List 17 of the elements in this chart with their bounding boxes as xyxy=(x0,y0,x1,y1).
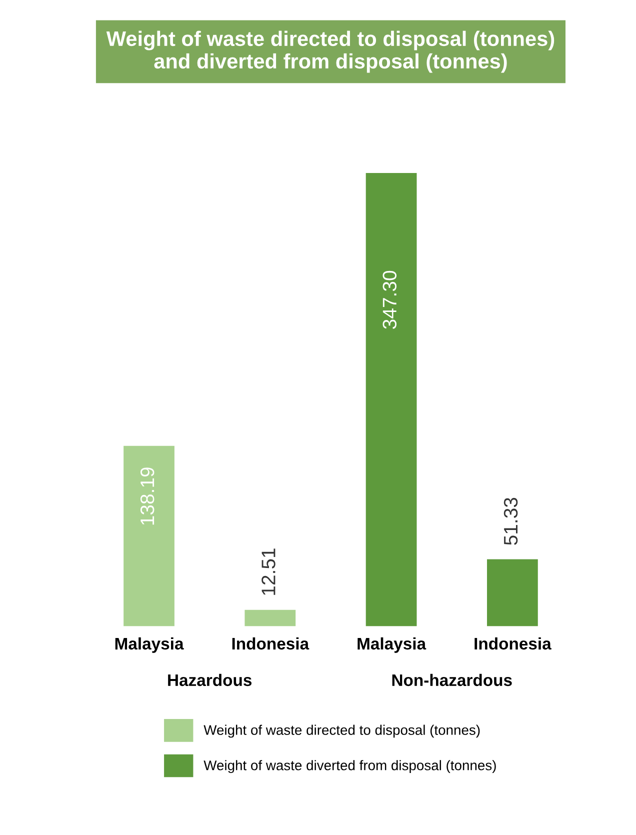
text: Hazardous xyxy=(168,674,252,686)
data-label: 138.19 xyxy=(140,468,154,525)
bar xyxy=(124,446,174,626)
bar xyxy=(486,559,538,626)
x-tick-label: Indonesia xyxy=(474,637,552,650)
data-label: 347.30 xyxy=(382,270,397,329)
data-label: 12.51 xyxy=(262,548,276,595)
bar xyxy=(366,172,417,626)
x-tick-label: Malaysia xyxy=(358,637,426,653)
bar xyxy=(244,610,296,626)
legend-label: Weight of waste diverted from disposal (tonnes) xyxy=(204,760,496,774)
text: Non-hazardous xyxy=(392,674,512,686)
x-tick-label: Indonesia xyxy=(232,637,310,650)
data-label: 51.33 xyxy=(504,498,518,545)
legend-label: Weight of waste directed to disposal (tonnes) xyxy=(204,724,480,738)
chart-title: Weight of waste directed to disposal (tonnes) and diverted from disposal (tonnes) xyxy=(106,30,554,73)
x-tick-label: Malaysia xyxy=(115,637,184,653)
